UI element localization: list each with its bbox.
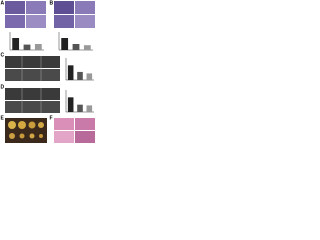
tumor	[19, 133, 25, 139]
panel-label: B	[50, 0, 54, 6]
image	[75, 131, 95, 143]
image	[26, 1, 46, 14]
image	[75, 118, 95, 130]
tumor-photo	[5, 118, 47, 143]
bar	[34, 44, 42, 50]
image	[5, 88, 60, 100]
image	[54, 131, 74, 143]
panel-labels: A B C D E F	[1, 0, 54, 121]
image	[75, 15, 95, 28]
bar	[23, 44, 31, 50]
bar	[83, 45, 91, 50]
wound-images-d	[5, 88, 60, 113]
image	[5, 15, 25, 28]
panel-label: F	[50, 115, 53, 121]
bar	[77, 104, 83, 112]
panel-label: D	[1, 84, 5, 90]
micrographs-a	[5, 1, 46, 28]
bar	[67, 97, 74, 112]
tumor	[38, 122, 44, 128]
bar	[12, 38, 20, 50]
tumor	[9, 133, 15, 139]
tumor	[18, 121, 26, 129]
bar	[72, 44, 80, 50]
image	[75, 1, 95, 14]
panel-label: E	[1, 115, 5, 121]
image	[54, 1, 74, 14]
bar	[67, 65, 74, 80]
figure: A B C D E F	[1, 0, 95, 143]
image	[5, 69, 60, 81]
histology	[54, 118, 95, 143]
image	[5, 101, 60, 113]
tumor	[29, 133, 35, 139]
tumor	[28, 121, 36, 129]
wound-images-c	[5, 56, 60, 81]
image	[26, 15, 46, 28]
bar	[86, 105, 93, 112]
bar	[86, 73, 93, 80]
bar	[61, 38, 69, 50]
panel-label: A	[1, 0, 5, 6]
tumor	[39, 134, 43, 138]
panel-label: C	[1, 52, 5, 58]
page: {"panels": [ {"label": "A"}, {"label": "…	[0, 0, 98, 144]
image	[5, 56, 60, 68]
tumor	[8, 121, 16, 129]
image	[54, 15, 74, 28]
micrographs-b	[54, 1, 95, 28]
image	[54, 118, 74, 130]
bar	[77, 71, 83, 80]
image	[5, 1, 25, 14]
